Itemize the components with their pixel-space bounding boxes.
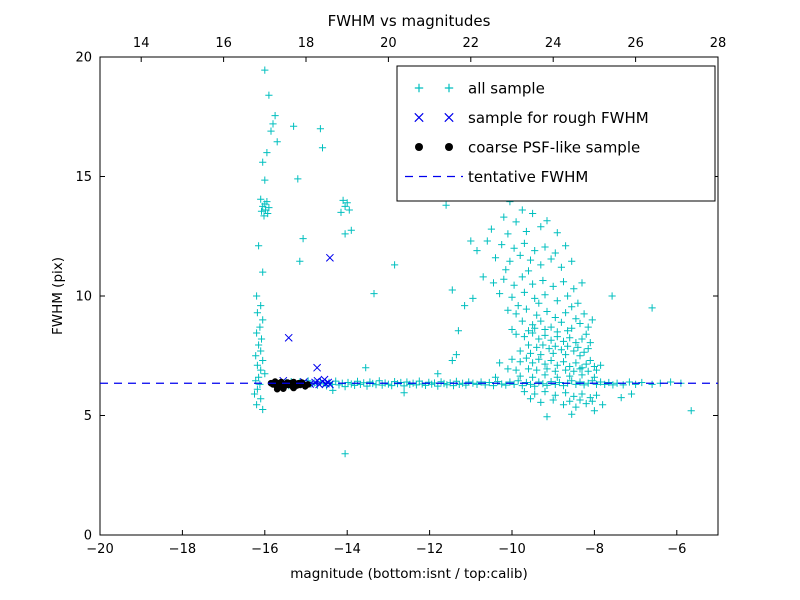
x-tick-label: −8	[585, 542, 604, 557]
y-tick-label: 5	[84, 409, 92, 424]
top-tick-label: 22	[463, 36, 480, 51]
x-tick-label: −6	[667, 542, 686, 557]
series-0	[250, 66, 695, 458]
top-tick-label: 24	[545, 36, 562, 51]
y-tick-label: 10	[75, 290, 92, 305]
top-tick-label: 26	[627, 36, 644, 51]
x-tick-label: −14	[333, 542, 360, 557]
dot-marker	[304, 381, 312, 388]
x-tick-label: −20	[86, 542, 113, 557]
plus-markers	[250, 66, 695, 458]
legend-plus-marker	[414, 83, 454, 93]
y-tick-label: 15	[75, 170, 92, 185]
top-tick-label: 28	[710, 36, 727, 51]
top-tick-label: 14	[133, 36, 150, 51]
x-tick-label: −12	[416, 542, 443, 557]
y-tick-label: 20	[75, 51, 92, 66]
top-tick-label: 20	[380, 36, 397, 51]
legend: all sample sample for rough FWHM coarse PS…	[396, 65, 716, 202]
x-tick-label: −10	[498, 542, 525, 557]
legend-dot-marker	[445, 143, 453, 151]
legend-x-marker	[414, 112, 454, 123]
legend-label: tentative FWHM	[468, 168, 588, 186]
x-tick-label: −16	[251, 542, 278, 557]
y-axis-label: FWHM (pix)	[50, 256, 66, 336]
legend-label: sample for rough FWHM	[468, 109, 649, 127]
top-tick-label: 16	[215, 36, 232, 51]
x-axis-label: magnitude (bottom:isnt / top:calib)	[290, 566, 528, 582]
legend-label: all sample	[468, 80, 545, 98]
chart-title: FWHM vs magnitudes	[327, 12, 491, 30]
top-tick-label: 18	[298, 36, 315, 51]
y-tick-label: 0	[84, 529, 92, 544]
legend-label: coarse PSF-like sample	[468, 139, 640, 157]
dot-marker	[290, 384, 297, 392]
dot-marker	[273, 385, 281, 393]
x-tick-label: −18	[169, 542, 196, 557]
dot-marker	[280, 385, 287, 393]
legend-dot-marker	[415, 143, 423, 151]
